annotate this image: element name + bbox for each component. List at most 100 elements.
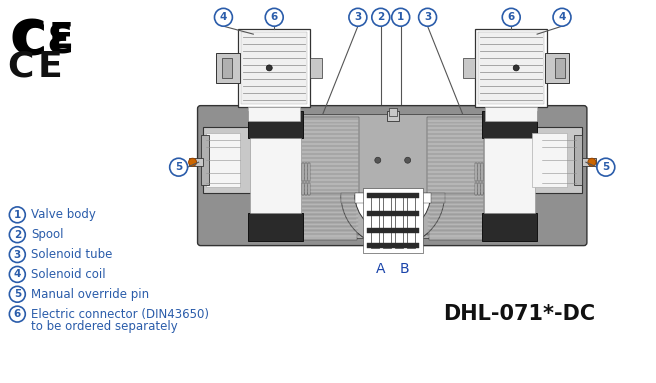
Text: C: C (16, 21, 47, 63)
Text: 2: 2 (14, 230, 21, 240)
Bar (428, 193, 484, 240)
Bar (426, 116, 484, 235)
Text: Spool: Spool (31, 228, 64, 241)
Text: Solenoid tube: Solenoid tube (31, 248, 113, 261)
Bar (407, 193, 415, 247)
Circle shape (405, 157, 411, 163)
Circle shape (349, 8, 367, 26)
Bar (527, 128, 582, 193)
Bar (305, 163, 307, 181)
Text: 1: 1 (14, 210, 21, 220)
Circle shape (392, 8, 409, 26)
Text: Ɛ: Ɛ (41, 33, 74, 79)
Bar (310, 58, 322, 78)
Bar (482, 163, 483, 181)
Text: Electric connector (DIN43650): Electric connector (DIN43650) (31, 308, 209, 321)
Bar (463, 58, 476, 78)
Circle shape (372, 8, 390, 26)
Bar (298, 114, 487, 238)
Bar (387, 111, 399, 121)
Bar (249, 111, 303, 138)
Bar (476, 29, 547, 106)
Text: 5: 5 (175, 162, 182, 172)
Text: E: E (48, 21, 73, 55)
Bar (367, 242, 419, 247)
Bar (395, 193, 403, 247)
Text: 6: 6 (14, 309, 21, 319)
Bar (478, 163, 480, 181)
Bar (251, 138, 301, 213)
Text: Manual override pin: Manual override pin (31, 288, 150, 301)
Bar (241, 32, 307, 104)
Bar (301, 193, 357, 240)
Text: 6: 6 (271, 12, 278, 22)
Circle shape (553, 8, 571, 26)
Circle shape (375, 157, 380, 163)
Text: 3: 3 (14, 250, 21, 260)
Circle shape (597, 158, 615, 176)
Bar (482, 213, 537, 241)
Circle shape (215, 8, 232, 26)
Text: 4: 4 (558, 12, 565, 22)
Bar (238, 29, 310, 106)
Circle shape (170, 158, 188, 176)
Text: 3: 3 (424, 12, 431, 22)
Bar (582, 158, 596, 166)
Wedge shape (341, 195, 445, 247)
Bar (367, 211, 419, 216)
Circle shape (9, 306, 26, 322)
Bar (545, 53, 569, 83)
Bar (355, 193, 430, 203)
Circle shape (9, 247, 26, 262)
Circle shape (588, 158, 596, 166)
Bar (205, 133, 240, 187)
Text: 4: 4 (220, 12, 227, 22)
Bar (476, 163, 478, 181)
Bar (249, 213, 303, 241)
Bar (478, 183, 480, 195)
Circle shape (9, 227, 26, 242)
Wedge shape (355, 195, 430, 233)
Bar (1, 2, 116, 81)
Text: C: C (9, 17, 46, 65)
Bar (476, 183, 478, 195)
Bar (188, 158, 203, 166)
Text: 6: 6 (508, 12, 515, 22)
Bar (555, 58, 565, 78)
Text: 5: 5 (14, 289, 21, 299)
Bar (484, 138, 535, 213)
Circle shape (188, 158, 197, 166)
Bar (367, 193, 419, 198)
Bar (249, 106, 300, 121)
Text: 2: 2 (377, 12, 384, 22)
Text: 3: 3 (354, 12, 361, 22)
Text: Valve body: Valve body (31, 208, 96, 221)
Text: 5: 5 (602, 162, 609, 172)
Text: Solenoid coil: Solenoid coil (31, 268, 106, 281)
Circle shape (9, 207, 26, 223)
Bar (222, 58, 232, 78)
Bar (308, 163, 310, 181)
Bar (371, 193, 379, 247)
Bar (301, 116, 359, 235)
Bar (482, 111, 537, 138)
Bar (363, 188, 422, 252)
Bar (574, 136, 582, 185)
Circle shape (513, 65, 519, 71)
Text: DHL-071*-DC: DHL-071*-DC (443, 304, 595, 324)
Text: 4: 4 (14, 269, 21, 279)
Text: B: B (400, 262, 409, 277)
Bar (201, 136, 209, 185)
FancyBboxPatch shape (197, 106, 587, 246)
Bar (305, 183, 307, 195)
Bar (382, 193, 391, 247)
Bar (302, 163, 304, 181)
Bar (532, 133, 567, 187)
Text: 1: 1 (397, 12, 404, 22)
Text: to be ordered separately: to be ordered separately (31, 319, 178, 332)
Bar (478, 32, 544, 104)
Circle shape (266, 65, 272, 71)
Text: C E: C E (8, 50, 62, 84)
Text: Ɛ: Ɛ (46, 23, 73, 61)
Circle shape (265, 8, 283, 26)
